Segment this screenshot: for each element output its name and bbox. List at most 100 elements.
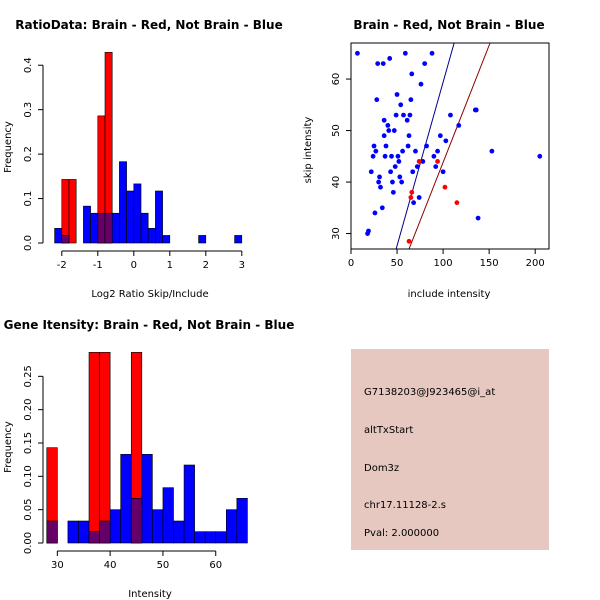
ratio-red-bar xyxy=(68,179,77,244)
scatter-blue-point xyxy=(371,143,377,149)
scatter-y-axis-label: skip intensity xyxy=(303,117,314,184)
scatter-blue-point xyxy=(431,153,437,159)
scatter-title: Brain - Red, Not Brain - Blue xyxy=(353,18,544,32)
scatter-blue-point xyxy=(395,153,401,159)
probe-id: G7138203@J923465@i_at xyxy=(364,387,495,398)
intensity-blue-bar xyxy=(67,520,79,544)
ratio-y-axis-label: Frequency xyxy=(3,121,14,173)
scatter-blue-point xyxy=(416,195,422,200)
intensity-x-tick-label: 40 xyxy=(104,560,117,571)
scatter-y-tick-label: 50 xyxy=(331,124,342,137)
scatter-y-tick-label: 30 xyxy=(331,227,342,240)
scatter-red-point xyxy=(416,159,422,164)
scatter-x-tick-label: 200 xyxy=(526,258,545,269)
scatter-y-tick-label: 40 xyxy=(331,176,342,189)
p-value: Pval: 2.000000 xyxy=(364,528,439,539)
scatter-red-point xyxy=(408,195,414,200)
scatter-blue-point xyxy=(380,61,386,66)
ratio-histogram-title: RatioData: Brain - Red, Not Brain - Blue xyxy=(15,18,282,32)
scatter-blue-point xyxy=(399,179,405,185)
scatter-blue-point xyxy=(387,56,393,61)
intensity-overlap-bar xyxy=(99,520,111,544)
ratio-red-bar xyxy=(61,179,70,244)
ratio-y-tick-label: 0.3 xyxy=(23,102,34,118)
intensity-red-bar xyxy=(88,352,100,544)
ratio-x-axis-label: Log2 Ratio Skip/Include xyxy=(91,289,208,300)
ratio-blue-bar xyxy=(133,183,142,244)
scatter-blue-point xyxy=(377,174,382,180)
scatter-panel: Brain - Red, Not Brain - Blue 0 50 100 150 2… xyxy=(303,18,550,300)
scatter-blue-point xyxy=(473,107,479,113)
scatter-blue-point xyxy=(537,153,543,159)
scatter-blue-point xyxy=(385,123,391,128)
intensity-blue-bar xyxy=(162,487,174,544)
intensity-blue-bar xyxy=(141,454,153,544)
scatter-red-fit-line xyxy=(408,43,491,249)
scatter-blue-point xyxy=(410,169,416,175)
ratio-blue-bar xyxy=(111,212,120,244)
scatter-blue-point xyxy=(443,138,449,144)
intensity-axes: 30 40 50 60 0.00 0.05 0.10 0.15 0.20 0.25 xyxy=(23,365,222,571)
scatter-blue-point xyxy=(402,50,408,56)
scatter-x-tick-label: 50 xyxy=(391,258,404,269)
intensity-y-tick-label: 0.20 xyxy=(23,399,34,421)
intensity-blue-bar xyxy=(120,454,132,544)
intensity-blue-bar xyxy=(215,531,227,544)
scatter-blue-point xyxy=(396,159,402,164)
scatter-blue-point xyxy=(383,143,389,149)
scatter-red-point xyxy=(435,159,440,164)
scatter-blue-point xyxy=(475,215,481,221)
ratio-blue-bar xyxy=(90,212,99,244)
intensity-blue-bar xyxy=(173,520,185,544)
ratio-y-tick-label: 0.1 xyxy=(23,191,34,207)
scatter-blue-point xyxy=(437,133,443,139)
ratio-x-tick-label: 0 xyxy=(131,260,137,271)
intensity-y-tick-label: 0.05 xyxy=(23,499,34,521)
scatter-blue-point xyxy=(374,97,380,103)
scatter-x-tick-label: 100 xyxy=(434,258,453,269)
ratio-overlap-bar xyxy=(61,235,70,244)
scatter-blue-point xyxy=(418,81,424,87)
intensity-y-tick-label: 0.00 xyxy=(23,532,34,554)
scatter-blue-point xyxy=(386,128,392,133)
scatter-blue-point xyxy=(405,143,411,149)
ratio-blue-bar xyxy=(147,228,156,244)
scatter-blue-point xyxy=(400,148,405,154)
scatter-y-tick-label: 60 xyxy=(331,73,342,86)
ratio-x-tick-label: 1 xyxy=(167,260,173,271)
scatter-blue-point xyxy=(398,102,404,108)
scatter-blue-point xyxy=(413,148,418,154)
scatter-blue-point xyxy=(435,148,440,154)
intensity-blue-bar xyxy=(152,509,164,544)
intensity-bars xyxy=(46,352,248,544)
ratio-x-tick-label: -1 xyxy=(93,260,103,271)
scatter-blue-point xyxy=(391,128,397,133)
scatter-blue-point xyxy=(408,97,414,103)
intensity-blue-bar xyxy=(236,498,248,544)
scatter-x-tick-label: 0 xyxy=(348,258,354,269)
scatter-blue-point xyxy=(409,71,415,77)
scatter-blue-point xyxy=(414,164,420,170)
scatter-blue-point xyxy=(420,159,426,164)
scatter-blue-point xyxy=(390,179,395,185)
scatter-red-point xyxy=(406,238,412,244)
intensity-blue-bar xyxy=(109,509,121,544)
scatter-content xyxy=(350,42,550,250)
scatter-blue-point xyxy=(401,112,406,118)
scatter-blue-point xyxy=(373,148,379,154)
scatter-blue-point xyxy=(388,169,393,175)
info-panel: G7138203@J923465@i_at altTxStart Dom3z c… xyxy=(351,349,549,550)
intensity-x-tick-label: 50 xyxy=(157,560,170,571)
scatter-red-point xyxy=(442,184,448,190)
scatter-blue-point xyxy=(433,164,439,170)
intensity-overlap-bar xyxy=(130,498,143,544)
scatter-blue-point xyxy=(368,169,374,175)
scatter-blue-point xyxy=(407,112,413,118)
intensity-overlap-bar xyxy=(88,531,100,544)
scatter-blue-point xyxy=(355,50,360,56)
scatter-blue-point xyxy=(392,164,398,170)
scatter-blue-point xyxy=(397,174,403,180)
scatter-x-axis-label: include intensity xyxy=(408,289,491,300)
intensity-x-tick-label: 30 xyxy=(51,560,64,571)
scatter-blue-point xyxy=(375,61,381,66)
